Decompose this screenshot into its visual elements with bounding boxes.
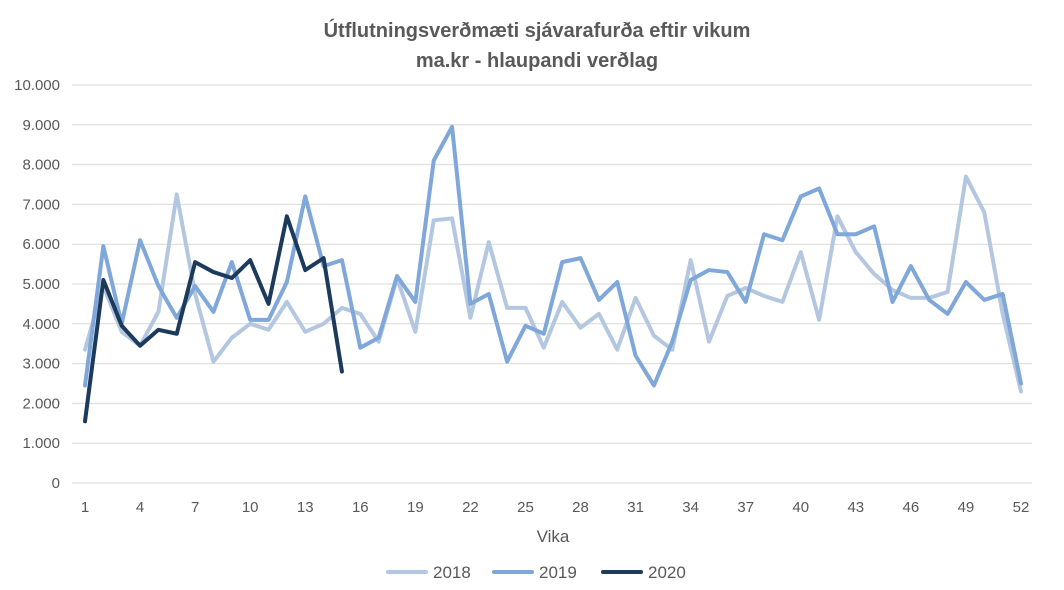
y-tick-label: 10.000 [14,77,60,94]
x-tick-label: 46 [903,499,920,516]
legend-label-2018: 2018 [433,563,471,582]
chart-title: Útflutningsverðmæti sjávarafurða eftir v… [324,18,751,42]
x-tick-label: 40 [792,499,809,516]
x-axis-tick-labels: 1 4 7 10 13 16 19 22 25 28 31 34 37 40 43 46 49 52 [81,499,1030,516]
legend-label-2020: 2020 [648,563,686,582]
y-tick-label: 5.000 [22,276,60,293]
x-tick-label: 4 [136,499,144,516]
y-tick-label: 9.000 [22,117,60,134]
series-line-2019 [83,124,1023,388]
y-tick-label: 4.000 [22,316,60,333]
x-tick-label: 34 [682,499,699,516]
x-tick-label: 52 [1013,499,1030,516]
series-line-2018 [83,174,1023,394]
x-tick-label: 22 [462,499,479,516]
y-tick-label: 2.000 [22,395,60,412]
legend: 2018 2019 2020 [386,563,686,582]
x-tick-label: 19 [407,499,424,516]
x-tick-label: 16 [352,499,369,516]
x-tick-label: 7 [191,499,199,516]
x-axis-title: Vika [537,527,570,546]
y-tick-label: 7.000 [22,196,60,213]
y-axis-tick-labels: 0 1.000 2.000 3.000 4.000 5.000 6.000 7.000 8.00… [14,77,60,492]
x-tick-label: 13 [297,499,314,516]
x-tick-label: 49 [958,499,975,516]
y-tick-label: 6.000 [22,236,60,253]
x-tick-label: 10 [242,499,259,516]
y-tick-label: 3.000 [22,356,60,373]
legend-label-2019: 2019 [539,563,577,582]
y-tick-label: 1.000 [22,435,60,452]
chart-subtitle: ma.kr - hlaupandi verðlag [416,50,658,72]
x-tick-label: 1 [81,499,89,516]
y-tick-label: 0 [52,475,60,492]
x-tick-label: 37 [737,499,754,516]
x-tick-label: 28 [572,499,589,516]
x-tick-label: 31 [627,499,644,516]
series-lines [83,124,1023,424]
gridlines [72,84,1032,444]
x-tick-label: 25 [517,499,534,516]
x-tick-label: 43 [847,499,864,516]
y-tick-label: 8.000 [22,157,60,174]
